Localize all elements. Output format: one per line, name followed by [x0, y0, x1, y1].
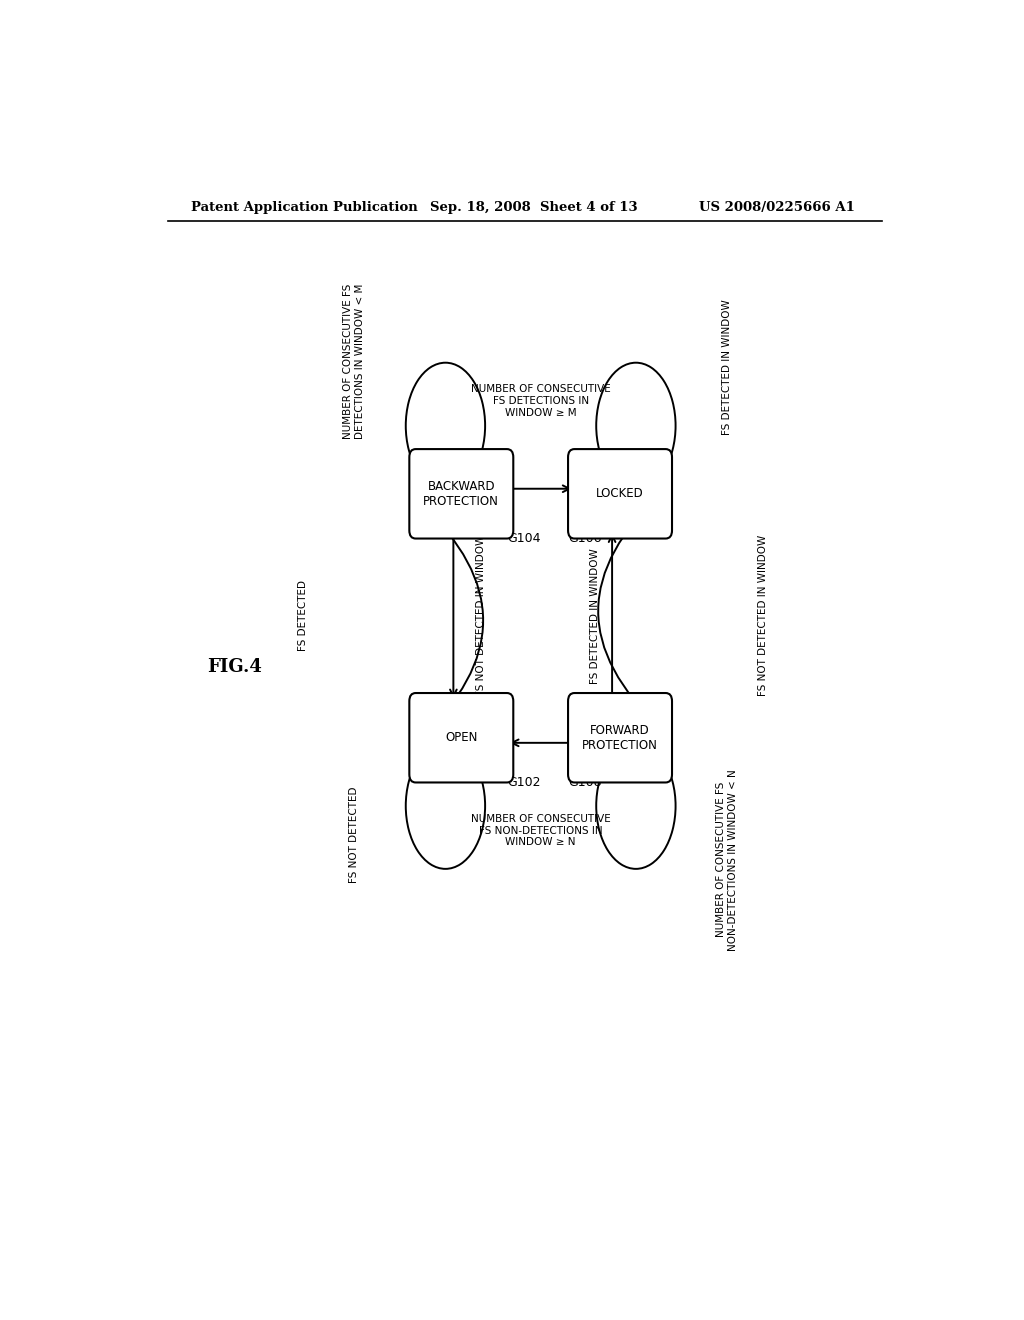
Text: FS NOT DETECTED: FS NOT DETECTED — [349, 785, 359, 883]
Text: OPEN: OPEN — [445, 731, 477, 744]
Text: G108: G108 — [568, 776, 602, 789]
Text: US 2008/0225666 A1: US 2008/0225666 A1 — [699, 201, 855, 214]
Text: Sep. 18, 2008  Sheet 4 of 13: Sep. 18, 2008 Sheet 4 of 13 — [430, 201, 637, 214]
FancyBboxPatch shape — [568, 693, 672, 783]
Text: FS DETECTED IN WINDOW: FS DETECTED IN WINDOW — [722, 298, 732, 434]
Text: FS NOT DETECTED IN WINDOW: FS NOT DETECTED IN WINDOW — [475, 535, 485, 697]
Text: G102: G102 — [507, 776, 541, 789]
Text: NUMBER OF CONSECUTIVE
FS DETECTIONS IN
WINDOW ≥ M: NUMBER OF CONSECUTIVE FS DETECTIONS IN W… — [471, 384, 610, 417]
Text: FS NOT DETECTED IN WINDOW: FS NOT DETECTED IN WINDOW — [758, 535, 768, 697]
FancyBboxPatch shape — [410, 693, 513, 783]
Text: FORWARD
PROTECTION: FORWARD PROTECTION — [582, 723, 658, 752]
Text: G106: G106 — [568, 532, 602, 545]
FancyBboxPatch shape — [410, 449, 513, 539]
Text: NUMBER OF CONSECUTIVE
FS NON-DETECTIONS IN
WINDOW ≥ N: NUMBER OF CONSECUTIVE FS NON-DETECTIONS … — [471, 814, 610, 847]
Text: BACKWARD
PROTECTION: BACKWARD PROTECTION — [423, 479, 500, 508]
Text: Patent Application Publication: Patent Application Publication — [191, 201, 418, 214]
Text: NUMBER OF CONSECUTIVE FS
NON-DETECTIONS IN WINDOW < N: NUMBER OF CONSECUTIVE FS NON-DETECTIONS … — [717, 768, 738, 950]
FancyBboxPatch shape — [568, 449, 672, 539]
Text: NUMBER OF CONSECUTIVE FS
DETECTIONS IN WINDOW < M: NUMBER OF CONSECUTIVE FS DETECTIONS IN W… — [343, 284, 365, 440]
Text: FIG.4: FIG.4 — [207, 657, 262, 676]
Text: G104: G104 — [507, 532, 541, 545]
Text: FS DETECTED IN WINDOW: FS DETECTED IN WINDOW — [590, 548, 600, 684]
Text: FS DETECTED: FS DETECTED — [298, 581, 307, 651]
Text: LOCKED: LOCKED — [596, 487, 644, 500]
